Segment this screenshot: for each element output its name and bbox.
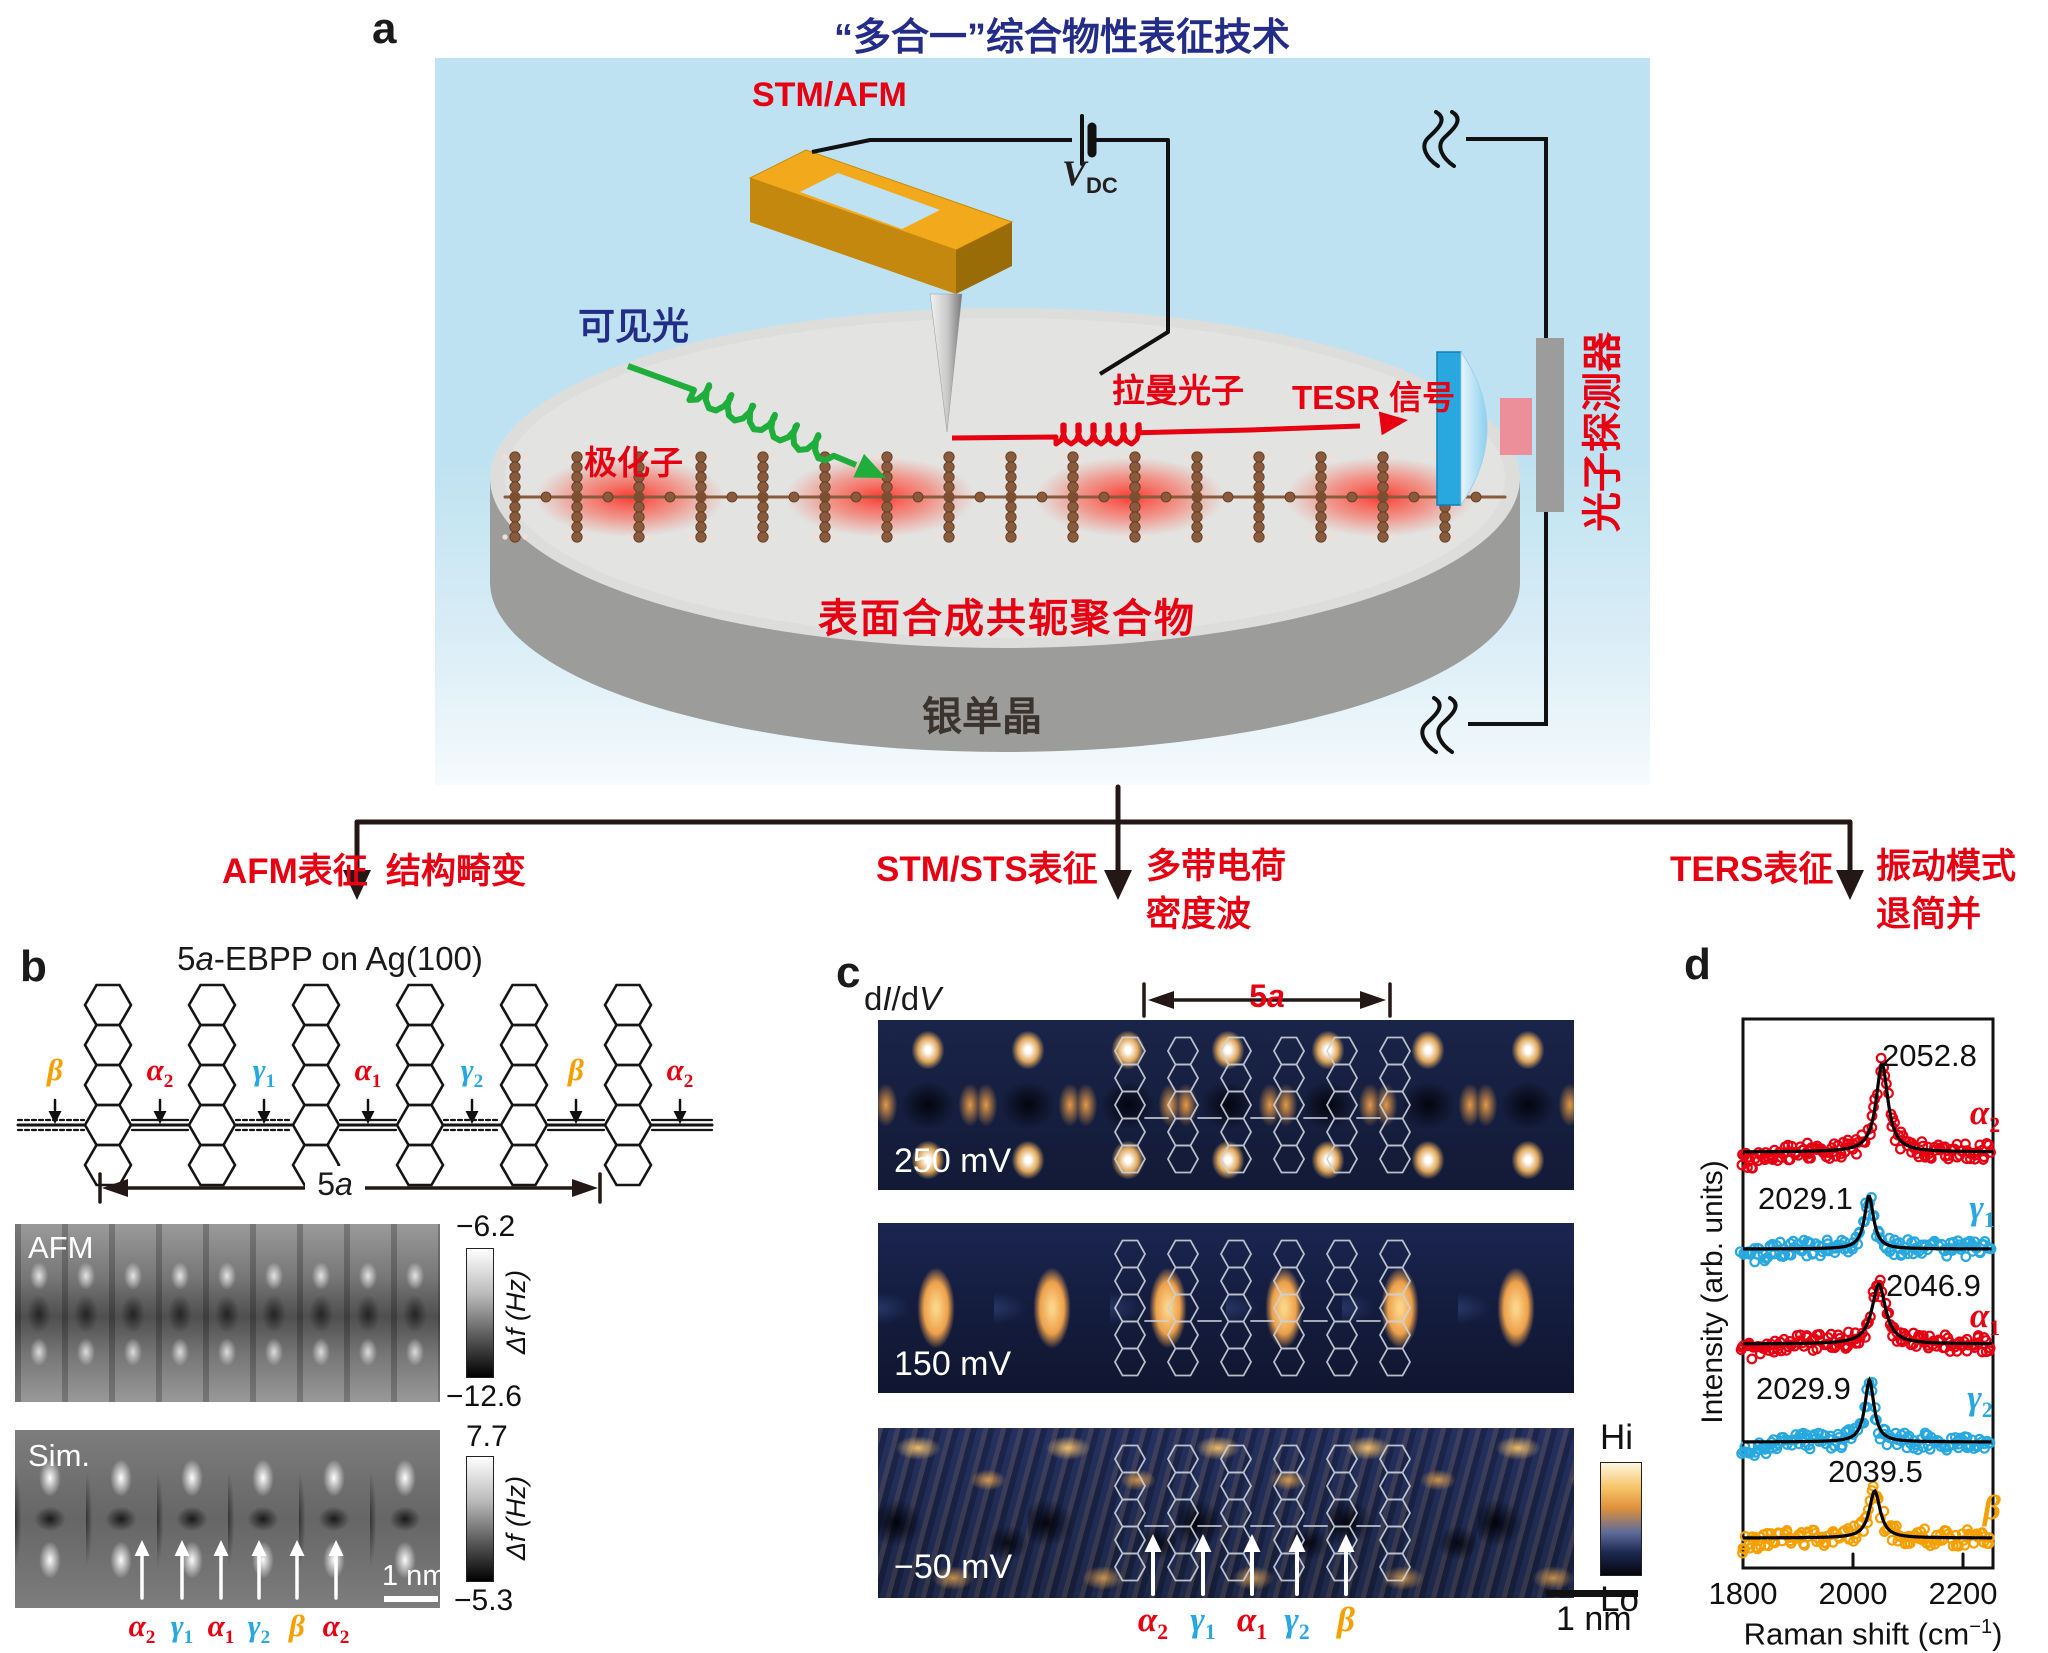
afm-simulation-image — [15, 1430, 440, 1608]
afm-colorbar — [466, 1248, 494, 1378]
afm-colorbar-min: −12.6 — [446, 1380, 522, 1413]
didv-site-label: β — [1337, 1600, 1355, 1639]
branch-ters-result-1: 振动模式 — [1876, 847, 2017, 886]
didv-site-label: α1 — [1236, 1600, 1268, 1644]
didv-colorbar — [1600, 1462, 1642, 1576]
afm-colorbar-max: −6.2 — [456, 1210, 516, 1243]
branch-afm-technique: AFM表征 — [222, 852, 368, 891]
sim-colorbar-unit: Δf (Hz) — [501, 1475, 531, 1561]
raman-xtick: 1800 — [1708, 1576, 1778, 1611]
polymer-label: 表面合成共轭聚合物 — [818, 597, 1196, 641]
afm-site-label: α2 — [128, 1608, 156, 1649]
spectrum-name-label: α1 — [1969, 1296, 2001, 1340]
raman-xlabel: Raman shift (cm−1) — [1718, 1616, 2028, 1652]
raman-xtick: 2200 — [1928, 1576, 1998, 1611]
panel-b-title-a: a — [195, 940, 214, 977]
figure-title: “多合一”综合物性表征技术 — [833, 17, 1290, 59]
afm-site-label: α1 — [207, 1608, 235, 1649]
spectrum-name-label: β — [1983, 1488, 2001, 1527]
structure-site-label: γ2 — [460, 1052, 484, 1093]
stm-afm-label: STM/AFM — [752, 76, 907, 114]
span-5a-label-b: 5a — [305, 1166, 365, 1203]
raman-photon-label: 拉曼光子 — [1112, 372, 1244, 409]
panel-b-title-num: 5 — [177, 940, 196, 977]
vdc-label: VDC — [1062, 152, 1118, 199]
branch-ters-result-2: 退简并 — [1876, 895, 1982, 934]
vdc-sub: DC — [1086, 173, 1118, 199]
afm-site-label: α2 — [322, 1608, 350, 1649]
colorbar-lo-label: Lo — [1600, 1580, 1639, 1619]
structure-site-label: β — [568, 1052, 584, 1087]
structure-site-label: α1 — [354, 1052, 382, 1093]
branch-stm-result-2: 密度波 — [1146, 895, 1252, 934]
scalebar-text-didv: 1 nm — [1556, 1600, 1632, 1638]
span-5a-label-c: 5a — [1249, 978, 1285, 1014]
didv-v: V — [919, 980, 942, 1017]
structure-site-label: β — [47, 1052, 63, 1087]
raman-ylabel: Intensity (arb. units) — [1696, 1160, 1729, 1424]
photon-detector-label: 光子探测器 — [1581, 332, 1625, 532]
sim-colorbar-max: 7.7 — [466, 1420, 508, 1453]
spectrum-name-label: γ1 — [1969, 1188, 1995, 1232]
panel-c-letter: c — [836, 948, 861, 997]
didv-site-label: γ2 — [1284, 1600, 1310, 1644]
panel-b-letter: b — [20, 942, 47, 991]
structure-site-label: γ1 — [252, 1052, 276, 1093]
panel-b-title-rest: -EBPP on Ag(100) — [213, 940, 483, 977]
bias-label-150mV: 150 mV — [894, 1345, 1012, 1383]
polaron-label: 极化子 — [584, 444, 683, 481]
raman-xlabel-pre: Raman shift (cm — [1743, 1616, 1970, 1652]
panel-a-letter: a — [372, 4, 397, 53]
spectrum-name-label: α2 — [1969, 1093, 2001, 1137]
didv-map-150mV — [878, 1223, 1574, 1393]
branch-ters-technique: TERS表征 — [1670, 850, 1834, 889]
raman-xlabel-post: ) — [1992, 1616, 2003, 1652]
panel-d-letter: d — [1684, 940, 1711, 989]
bias-label-neg50mV: −50 mV — [894, 1548, 1013, 1586]
colorbar-hi-label: Hi — [1600, 1418, 1634, 1457]
tesr-signal-label: TESR 信号 — [1292, 379, 1456, 416]
didv-d1: d — [864, 980, 883, 1017]
sim-colorbar — [466, 1456, 494, 1582]
didv-site-label: γ1 — [1190, 1600, 1216, 1644]
didv-d2: /d — [891, 980, 920, 1017]
didv-map-neg50mV — [878, 1428, 1574, 1598]
peak-value-label: 2052.8 — [1882, 1038, 1977, 1073]
afm-site-label: γ2 — [247, 1608, 271, 1649]
didv-i: I — [882, 980, 892, 1017]
visible-light-label: 可见光 — [578, 306, 689, 347]
bias-label-250mV: 250 mV — [894, 1142, 1012, 1180]
spectrum-name-label: γ2 — [1967, 1378, 1993, 1422]
sim-colorbar-min: −5.3 — [454, 1584, 514, 1617]
sim-image-label: Sim. — [28, 1438, 90, 1473]
branch-afm-result: 结构畸变 — [386, 852, 527, 891]
peak-value-label: 2046.9 — [1886, 1268, 1981, 1303]
structure-site-label: α2 — [666, 1052, 694, 1093]
scalebar-line-didv — [1546, 1590, 1638, 1597]
structure-site-label: α2 — [146, 1052, 174, 1093]
peak-value-label: 2029.1 — [1758, 1181, 1853, 1216]
panel-b-title: 5a-EBPP on Ag(100) — [60, 940, 600, 978]
afm-image-label: AFM — [28, 1230, 94, 1265]
peak-value-label: 2039.5 — [1828, 1454, 1923, 1489]
branch-stm-result-1: 多带电荷 — [1146, 847, 1287, 886]
raman-xlabel-sup: −1 — [1969, 1616, 1993, 1638]
afm-site-label: γ1 — [170, 1608, 194, 1649]
silver-crystal-label: 银单晶 — [922, 695, 1042, 739]
scalebar-text-sim: 1 nm — [382, 1560, 447, 1592]
scalebar-line-sim — [384, 1596, 438, 1602]
didv-map-250mV — [878, 1020, 1574, 1190]
afm-image — [15, 1224, 440, 1402]
didv-label: dI/dV — [864, 980, 941, 1018]
raman-xtick: 2000 — [1818, 1576, 1888, 1611]
didv-site-label: α2 — [1137, 1600, 1169, 1644]
vdc-v: V — [1062, 153, 1087, 193]
afm-colorbar-unit: Δf (Hz) — [501, 1269, 531, 1355]
branch-stm-technique: STM/STS表征 — [876, 850, 1098, 889]
peak-value-label: 2029.9 — [1756, 1371, 1851, 1406]
afm-site-label: β — [289, 1608, 305, 1643]
